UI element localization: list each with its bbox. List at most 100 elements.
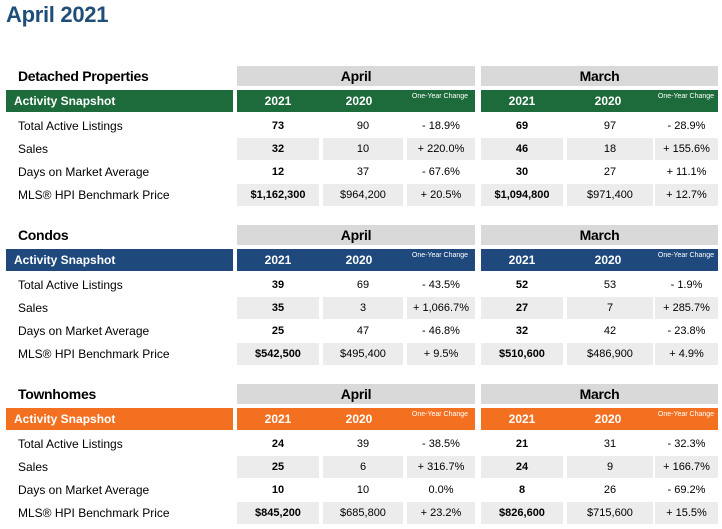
march-2021-value: 21 xyxy=(515,438,529,450)
april-change-value: + 20.5% xyxy=(407,184,475,206)
april-header-bar: 2021 2020 One-Year Change xyxy=(237,249,475,271)
activity-snapshot-label: Activity Snapshot xyxy=(14,253,116,267)
april-change-value: + 23.2% xyxy=(407,502,475,524)
row-label: Days on Market Average xyxy=(18,165,150,179)
april-2021-value: 32 xyxy=(237,138,319,160)
april-2021-value: 10 xyxy=(271,484,285,496)
march-2020-value: 53 xyxy=(603,279,617,291)
march-header-bar: 2021 2020 One-Year Change xyxy=(481,249,718,271)
row-label: Sales xyxy=(18,301,49,315)
col-2020: 2020 xyxy=(594,412,622,426)
march-2021-value: 8 xyxy=(518,484,526,496)
april-change-value: 0.0% xyxy=(428,484,454,496)
april-2020-value: 6 xyxy=(323,456,403,478)
march-2020-value: 97 xyxy=(603,120,617,132)
april-2020-value: 37 xyxy=(356,166,370,178)
table-row: MLS® HPI Benchmark Price $542,500 $495,4… xyxy=(0,343,722,365)
page-title: April 2021 xyxy=(6,2,109,27)
col-2020: 2020 xyxy=(594,253,622,267)
row-label: Total Active Listings xyxy=(18,437,123,451)
table-row: Sales 35 3 + 1,066.7% 27 7 + 285.7% xyxy=(0,297,722,319)
march-2020-value: $971,400 xyxy=(567,184,653,206)
april-2021-value: 39 xyxy=(271,279,285,291)
row-label: MLS® HPI Benchmark Price xyxy=(18,506,170,520)
march-2021-value: 52 xyxy=(515,279,529,291)
col-2020: 2020 xyxy=(345,412,373,426)
row-label: Sales xyxy=(18,142,49,156)
table-row: Days on Market Average 10 10 0.0% 8 26 -… xyxy=(0,479,722,501)
section-title: Condos xyxy=(18,227,69,243)
april-2020-value: 10 xyxy=(323,138,403,160)
row-label: MLS® HPI Benchmark Price xyxy=(18,188,170,202)
march-2021-value: 24 xyxy=(481,456,563,478)
march-change-value: - 69.2% xyxy=(667,484,706,496)
april-2020-value: $964,200 xyxy=(323,184,403,206)
col-2021: 2021 xyxy=(508,94,536,108)
activity-snapshot-label: Activity Snapshot xyxy=(14,412,116,426)
april-2021-value: 73 xyxy=(271,120,285,132)
march-2020-value: $715,600 xyxy=(567,502,653,524)
march-header-bar: 2021 2020 One-Year Change xyxy=(481,408,718,430)
period-header-april: April xyxy=(237,66,475,86)
section-title: Townhomes xyxy=(18,386,96,402)
table-row: MLS® HPI Benchmark Price $1,162,300 $964… xyxy=(0,184,722,206)
march-change-value: + 15.5% xyxy=(655,502,718,524)
period-header-april: April xyxy=(237,384,475,404)
march-change-value: - 32.3% xyxy=(667,438,706,450)
april-2021-value: 12 xyxy=(271,166,285,178)
march-2020-value: 9 xyxy=(567,456,653,478)
row-label: Days on Market Average xyxy=(18,324,150,338)
april-2021-value: $845,200 xyxy=(237,502,319,524)
row-label: MLS® HPI Benchmark Price xyxy=(18,347,170,361)
col-change: One-Year Change xyxy=(411,252,469,259)
march-change-value: - 23.8% xyxy=(667,325,706,337)
col-change: One-Year Change xyxy=(411,93,469,100)
col-change: One-Year Change xyxy=(657,252,715,259)
col-2021: 2021 xyxy=(264,253,292,267)
col-2020: 2020 xyxy=(594,94,622,108)
col-2021: 2021 xyxy=(508,253,536,267)
april-change-value: - 43.5% xyxy=(422,279,460,291)
april-2020-value: 39 xyxy=(356,438,370,450)
col-2021: 2021 xyxy=(264,94,292,108)
march-change-value: + 12.7% xyxy=(655,184,718,206)
april-change-value: + 1,066.7% xyxy=(407,297,475,319)
col-2021: 2021 xyxy=(508,412,536,426)
march-change-value: - 28.9% xyxy=(667,120,706,132)
period-header-march: March xyxy=(481,225,718,245)
activity-snapshot-label: Activity Snapshot xyxy=(14,94,116,108)
march-2020-value: 42 xyxy=(603,325,617,337)
march-2020-value: 31 xyxy=(603,438,617,450)
col-2020: 2020 xyxy=(345,253,373,267)
march-2021-value: 69 xyxy=(515,120,529,132)
header-bar: Activity Snapshot xyxy=(6,90,233,112)
header-bar: Activity Snapshot xyxy=(6,408,233,430)
march-change-value: + 166.7% xyxy=(655,456,718,478)
march-header-bar: 2021 2020 One-Year Change xyxy=(481,90,718,112)
april-2020-value: 90 xyxy=(356,120,370,132)
april-2020-value: 47 xyxy=(356,325,370,337)
table-row: MLS® HPI Benchmark Price $845,200 $685,8… xyxy=(0,502,722,524)
march-2020-value: 27 xyxy=(603,166,617,178)
april-header-bar: 2021 2020 One-Year Change xyxy=(237,90,475,112)
march-2021-value: 30 xyxy=(515,166,529,178)
col-change: One-Year Change xyxy=(411,411,469,418)
table-row: Total Active Listings 73 90 - 18.9% 69 9… xyxy=(0,115,722,137)
row-label: Total Active Listings xyxy=(18,278,123,292)
april-2021-value: 35 xyxy=(237,297,319,319)
april-2020-value: $685,800 xyxy=(323,502,403,524)
march-2021-value: $826,600 xyxy=(481,502,563,524)
april-2020-value: $495,400 xyxy=(323,343,403,365)
march-2021-value: 46 xyxy=(481,138,563,160)
header-bar: Activity Snapshot xyxy=(6,249,233,271)
march-2021-value: $510,600 xyxy=(481,343,563,365)
period-header-march: March xyxy=(481,384,718,404)
april-2021-value: $1,162,300 xyxy=(237,184,319,206)
table-row: Days on Market Average 12 37 - 67.6% 30 … xyxy=(0,161,722,183)
row-label: Total Active Listings xyxy=(18,119,123,133)
col-2021: 2021 xyxy=(264,412,292,426)
table-row: Total Active Listings 24 39 - 38.5% 21 3… xyxy=(0,433,722,455)
april-change-value: - 67.6% xyxy=(422,166,460,178)
march-2021-value: 32 xyxy=(515,325,529,337)
march-2020-value: $486,900 xyxy=(567,343,653,365)
